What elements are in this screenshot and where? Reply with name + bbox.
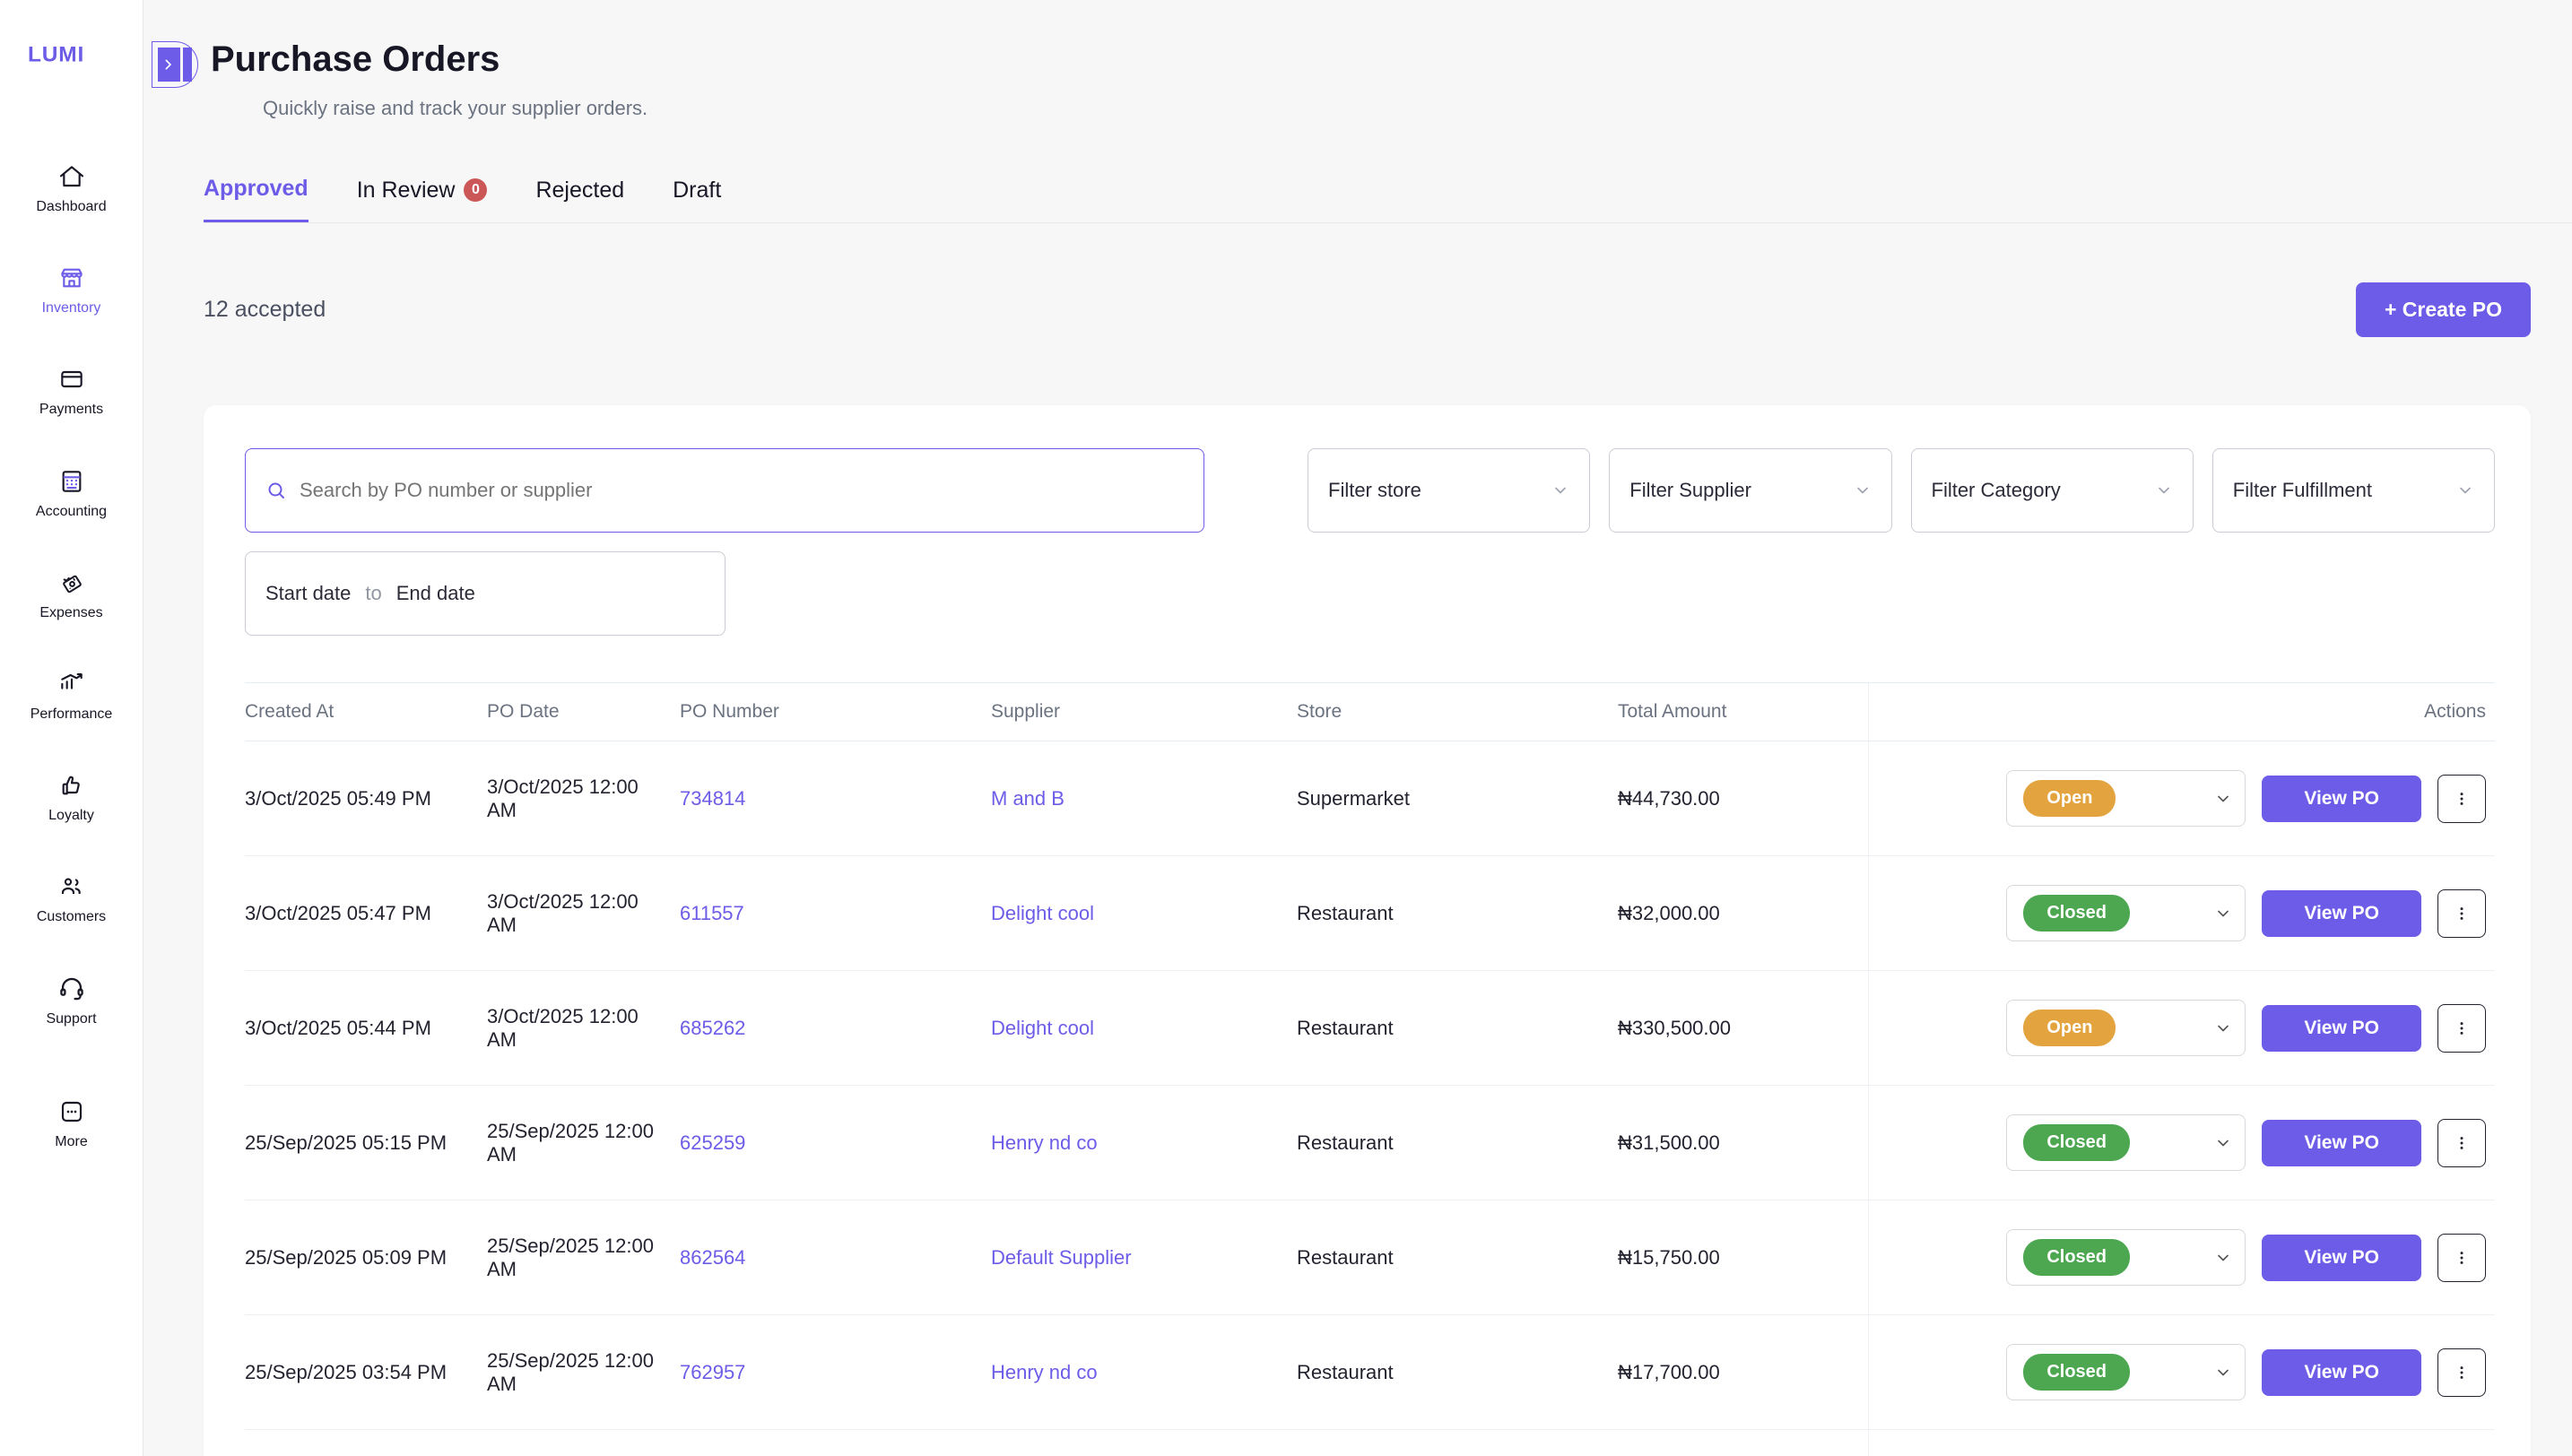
- svg-text:LUMI: LUMI: [28, 42, 84, 66]
